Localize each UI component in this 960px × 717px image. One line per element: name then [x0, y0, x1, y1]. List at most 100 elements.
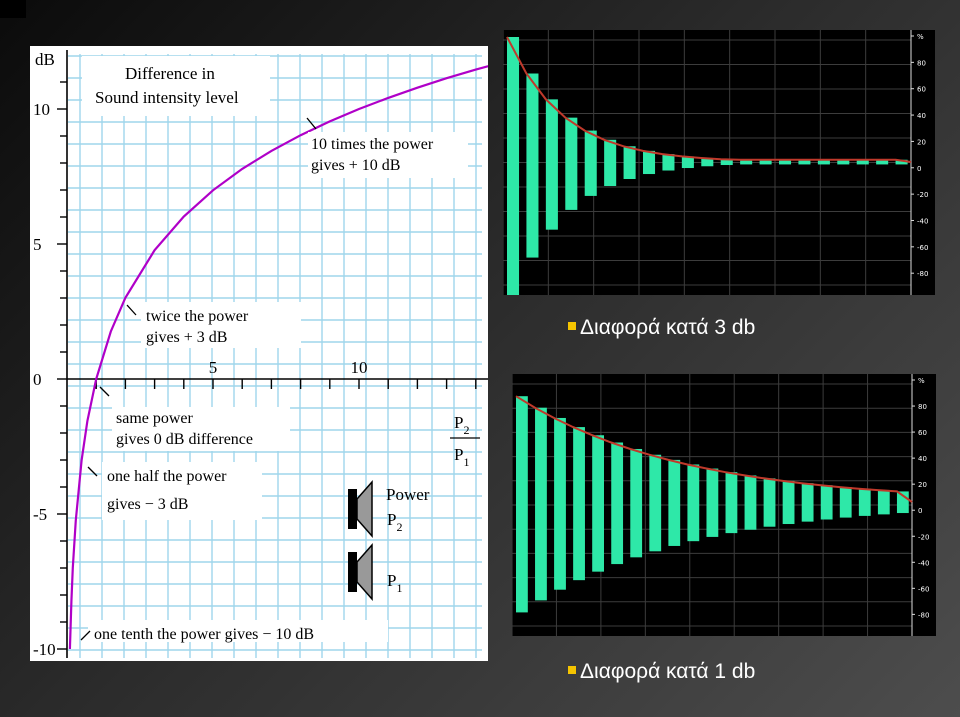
burst-bar — [668, 459, 681, 546]
scope-scale-label: 20 — [918, 481, 927, 489]
burst-bar — [584, 130, 597, 196]
burst-bar — [725, 472, 738, 534]
speaker-p2-icon — [348, 480, 373, 538]
ratio-denominator: P1 — [454, 445, 469, 469]
scope-scale-label: 80 — [917, 59, 926, 67]
annot-same-pointer — [99, 386, 110, 397]
annot-twice-line2: gives + 3 dB — [146, 329, 227, 346]
y-tick-label: 10 — [33, 100, 50, 119]
ratio-numerator: P2 — [454, 413, 469, 437]
burst-bar — [744, 475, 757, 530]
scope-3db: % 80 60 40 20 0 -20 -40 -60 -80 — [503, 30, 935, 295]
scope-scale-label: 60 — [918, 429, 927, 437]
burst-bar — [623, 146, 636, 179]
burst-bar — [763, 478, 776, 527]
scope-scale-label: -20 — [918, 533, 929, 541]
burst-bar — [643, 150, 656, 175]
ratio-p1-letter: P — [454, 445, 463, 464]
legend-p1-label: P1 — [387, 571, 402, 595]
y-tick-label: -5 — [33, 505, 47, 524]
scope-scale-label: 40 — [918, 455, 927, 463]
scope-scale-label: -40 — [918, 559, 929, 567]
burst-bar — [565, 117, 578, 210]
annot-ten-line2: gives + 10 dB — [311, 157, 400, 174]
scope-scale-label: % — [917, 33, 924, 41]
ratio-p2-letter: P — [454, 413, 463, 432]
burst-bar — [681, 156, 694, 169]
legend-p2-label: P2 — [387, 510, 402, 534]
burst-bar — [876, 159, 889, 165]
burst-bar — [895, 159, 908, 165]
burst-bar — [720, 159, 733, 166]
burst-bar — [507, 37, 520, 295]
bullet-icon — [568, 322, 576, 331]
series-line — [68, 65, 488, 650]
burst-bar — [798, 159, 811, 165]
scope-scale-label: -60 — [918, 585, 929, 593]
ratio-p2-sub: 2 — [463, 423, 469, 437]
burst-bar — [820, 485, 833, 520]
scope-3db-svg: % 80 60 40 20 0 -20 -40 -60 -80 — [503, 30, 935, 295]
scope-scale-label: 20 — [917, 138, 926, 146]
scope-scale-label: 60 — [917, 86, 926, 94]
scope-scale-label: % — [918, 377, 925, 385]
burst-bar — [858, 488, 871, 516]
scope-scale-label: 80 — [918, 403, 927, 411]
scope-scale-label: -20 — [917, 191, 928, 199]
chart-title-line1: Difference in — [125, 64, 215, 83]
chart-title-line2: Sound intensity level — [95, 88, 239, 107]
annot-half-line2: gives − 3 dB — [107, 496, 188, 513]
burst-bar — [516, 396, 528, 613]
scope-scale-label: -40 — [917, 217, 928, 225]
burst-bar — [877, 490, 890, 515]
scope-scale-label: 0 — [917, 165, 921, 173]
burst-bar — [801, 483, 814, 522]
legend-power-label: Power — [386, 485, 430, 504]
burst-bar — [630, 448, 643, 558]
bullet-icon — [568, 666, 576, 675]
annot-ten-bg — [308, 132, 468, 178]
scope-scale-label: -80 — [918, 611, 929, 619]
scope-1db: % 80 60 40 20 0 -20 -40 -60 -80 — [512, 374, 936, 636]
burst-bar — [856, 159, 869, 165]
burst-bar — [554, 417, 566, 590]
annot-same-bg — [112, 407, 290, 451]
burst-bar — [701, 158, 714, 167]
burst-bar — [573, 427, 585, 581]
caption-3db-text: Διαφορά κατά 3 db — [580, 316, 756, 339]
x-tick-label: 5 — [209, 358, 218, 377]
burst-bar — [535, 407, 547, 601]
ratio-p1-sub: 1 — [463, 455, 469, 469]
burst-bar — [611, 442, 624, 565]
annot-same-line1: same power — [116, 410, 194, 427]
annot-tenth-pointer — [80, 630, 91, 641]
scope-1db-svg: % 80 60 40 20 0 -20 -40 -60 -80 — [512, 374, 936, 636]
corner-block — [0, 0, 26, 18]
annot-half-bg — [102, 462, 262, 520]
y-axis-label: dB — [35, 50, 55, 69]
annot-half-line1: one half the power — [107, 468, 227, 485]
burst-bar — [592, 435, 604, 572]
annot-twice-line1: twice the power — [146, 308, 249, 325]
burst-bar — [817, 159, 830, 165]
burst-bar — [526, 73, 539, 258]
speaker-p1-icon — [348, 543, 373, 601]
title-bg — [82, 56, 270, 116]
burst-bar — [706, 468, 719, 537]
legend-p1-sub: 1 — [396, 581, 402, 595]
annot-tenth-bg — [88, 620, 388, 642]
annot-same-line2: gives 0 dB difference — [116, 431, 253, 448]
scope-scale-label: -60 — [917, 244, 928, 252]
annot-twice-pointer — [126, 304, 137, 316]
burst-bar — [782, 480, 795, 525]
caption-1db-text: Διαφορά κατά 1 db — [580, 660, 756, 683]
annot-half-pointer — [87, 466, 98, 477]
burst-bar — [779, 159, 792, 165]
legend-p2-letter: P — [387, 510, 396, 529]
burst-bar — [759, 159, 772, 165]
scope-scale-label: 0 — [918, 507, 922, 515]
caption-3db: Διαφορά κατά 3 db — [568, 316, 755, 340]
y-tick-label: 5 — [33, 235, 42, 254]
